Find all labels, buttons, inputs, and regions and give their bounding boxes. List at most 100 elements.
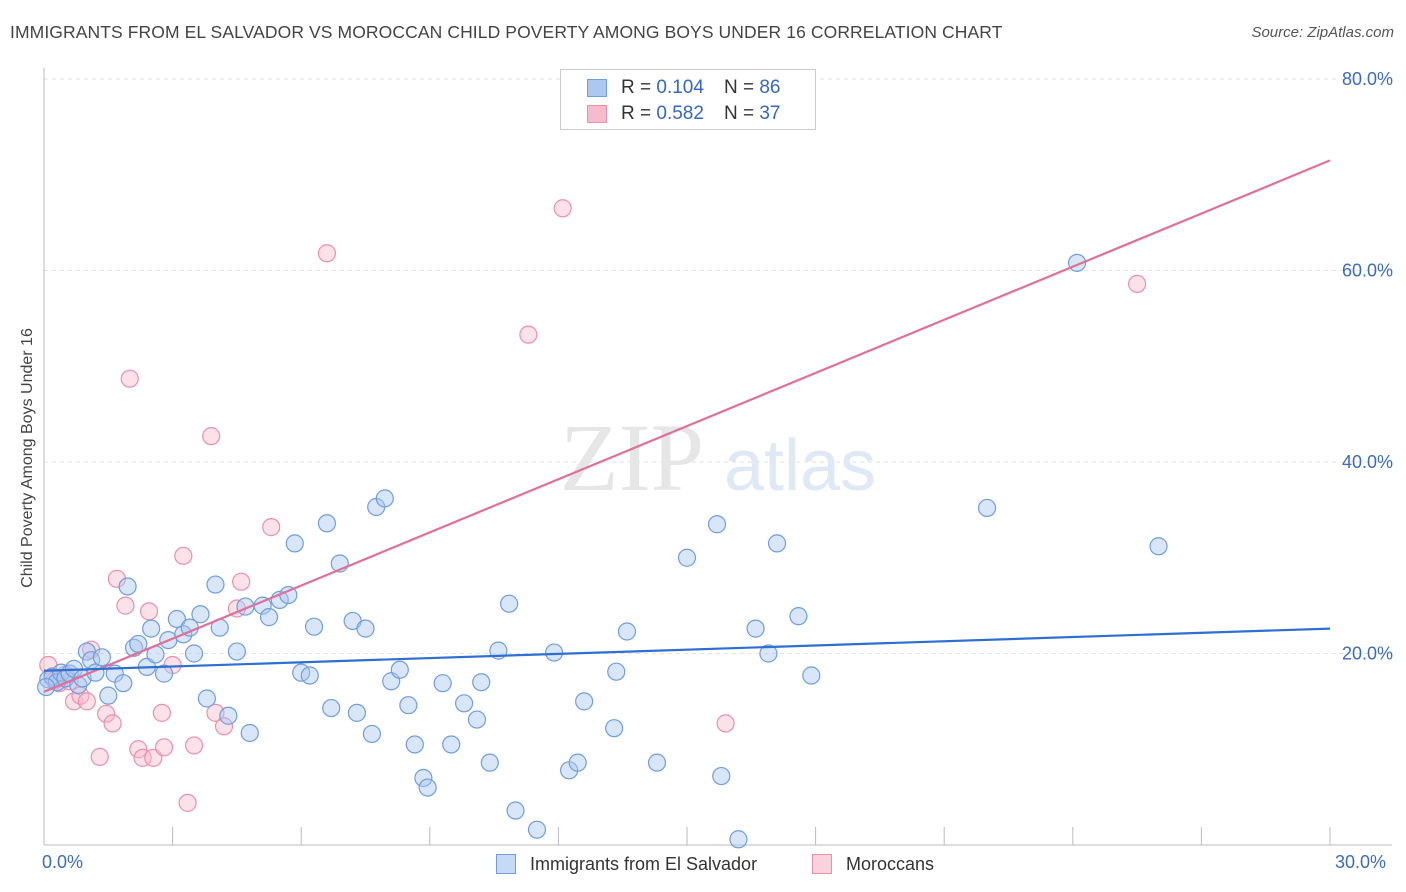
x-tick-label-min: 0.0% <box>42 852 84 872</box>
correlation-legend: R = 0.104 N = 86 R = 0.582 N = 37 <box>560 69 816 130</box>
el-salvador-point <box>545 643 564 662</box>
el-salvador-point <box>219 706 238 725</box>
watermark-atlas: atlas <box>724 426 876 506</box>
legend-row-el-salvador: R = 0.104 N = 86 <box>587 76 780 100</box>
moroccans-point <box>317 244 337 263</box>
moroccans-point <box>553 199 572 218</box>
legend-row-moroccans: R = 0.582 N = 37 <box>587 102 780 126</box>
moroccans-point <box>103 714 122 733</box>
el-salvador-point <box>433 674 452 693</box>
legend-swatch-pink <box>587 105 607 123</box>
el-salvador-point <box>1149 537 1168 556</box>
moroccans-point <box>184 736 204 755</box>
el-salvador-point <box>442 735 461 754</box>
moroccans-point <box>178 793 197 812</box>
el-salvador-point <box>647 753 667 772</box>
el-salvador-point <box>285 534 304 553</box>
el-salvador-point <box>37 677 56 697</box>
el-salvador-point <box>418 778 437 797</box>
el-salvador-point <box>500 594 519 613</box>
el-salvador-point <box>414 768 433 788</box>
el-salvador-point <box>399 696 418 715</box>
moroccans-point <box>97 704 116 723</box>
el-salvador-point <box>568 753 587 772</box>
el-salvador-point <box>300 666 319 685</box>
chart-title: IMMIGRANTS FROM EL SALVADOR VS MOROCCAN … <box>10 22 1003 42</box>
el-salvador-point <box>802 666 821 685</box>
moroccans-point <box>133 748 152 767</box>
el-salvador-point <box>617 622 637 641</box>
el-salvador-point <box>707 515 727 534</box>
y-tick-label: 40.0% <box>1342 452 1393 472</box>
y-tick-label: 80.0% <box>1342 69 1393 89</box>
x-tick-label-max: 30.0% <box>1335 852 1387 872</box>
legend-swatch-blue <box>587 79 607 97</box>
el-salvador-point <box>322 698 341 718</box>
el-salvador-point <box>454 694 474 713</box>
bottom-legend-swatch-pink <box>812 854 832 874</box>
legend-n-label: N = <box>723 103 755 124</box>
moroccans-point <box>139 602 159 621</box>
el-salvador-point <box>317 514 337 533</box>
legend-n-label: N = <box>723 77 755 98</box>
y-axis-title: Child Poverty Among Boys Under 16 <box>19 328 36 588</box>
el-salvador-point <box>506 801 525 820</box>
bottom-legend-el-salvador: Immigrants from El Salvador <box>496 852 757 876</box>
el-salvador-point <box>259 608 279 627</box>
el-salvador-point <box>746 619 765 638</box>
moroccans-point <box>202 427 221 446</box>
el-salvador-point <box>605 719 624 738</box>
y-tick-label: 20.0% <box>1342 644 1393 664</box>
moroccans-point <box>1127 274 1147 294</box>
moroccans-point <box>232 572 251 591</box>
gridlines <box>44 78 1392 654</box>
el-salvador-point <box>480 753 499 772</box>
legend-n-value: 86 <box>759 77 781 98</box>
legend-n-value: 37 <box>759 103 781 124</box>
el-salvador-point <box>240 723 259 743</box>
axes <box>43 68 1392 846</box>
el-salvador-point <box>405 735 424 754</box>
bottom-legend-label: Immigrants from El Salvador <box>530 853 758 874</box>
moroccans-point <box>129 740 148 759</box>
watermark-zip: ZIP <box>560 404 704 511</box>
el-salvador-point <box>375 489 394 508</box>
moroccans-point <box>519 325 538 344</box>
bottom-legend-label: Moroccans <box>846 853 935 874</box>
el-salvador-point <box>99 686 118 705</box>
el-salvador-point <box>304 617 324 636</box>
el-salvador-point <box>472 673 491 692</box>
source-note: Source: ZipAtlas.com <box>1251 24 1394 41</box>
watermark: ZIP atlas <box>560 404 876 511</box>
el-salvador-point <box>356 619 375 638</box>
el-salvador-point <box>767 534 787 553</box>
el-salvador-point <box>977 498 997 518</box>
el-salvador-point <box>191 605 210 624</box>
moroccans-trendline <box>43 159 1331 693</box>
legend-r-value: 0.104 <box>656 77 704 98</box>
el-salvador-point <box>362 724 382 744</box>
el-salvador-point <box>390 660 409 679</box>
el-salvador-point <box>677 548 697 567</box>
el-salvador-trendline <box>43 627 1331 672</box>
el-salvador-points <box>37 253 1168 849</box>
el-salvador-point <box>167 609 186 629</box>
el-salvador-point <box>347 703 367 722</box>
el-salvador-point <box>729 830 748 849</box>
moroccans-point <box>174 546 193 565</box>
moroccans-point <box>716 714 735 733</box>
legend-r-label: R = <box>621 77 652 98</box>
bottom-legend-moroccans: Moroccans <box>812 852 934 876</box>
moroccans-point <box>152 703 171 722</box>
bottom-legend-swatch-blue <box>496 854 516 874</box>
el-salvador-point <box>227 642 246 661</box>
el-salvador-point <box>759 644 778 663</box>
el-salvador-point <box>575 692 594 711</box>
el-salvador-point <box>607 662 626 681</box>
el-salvador-point <box>467 710 487 729</box>
el-salvador-point <box>92 648 111 667</box>
moroccans-point <box>214 717 234 736</box>
moroccans-point <box>120 369 139 388</box>
moroccans-point <box>77 692 96 711</box>
el-salvador-point <box>789 607 808 626</box>
